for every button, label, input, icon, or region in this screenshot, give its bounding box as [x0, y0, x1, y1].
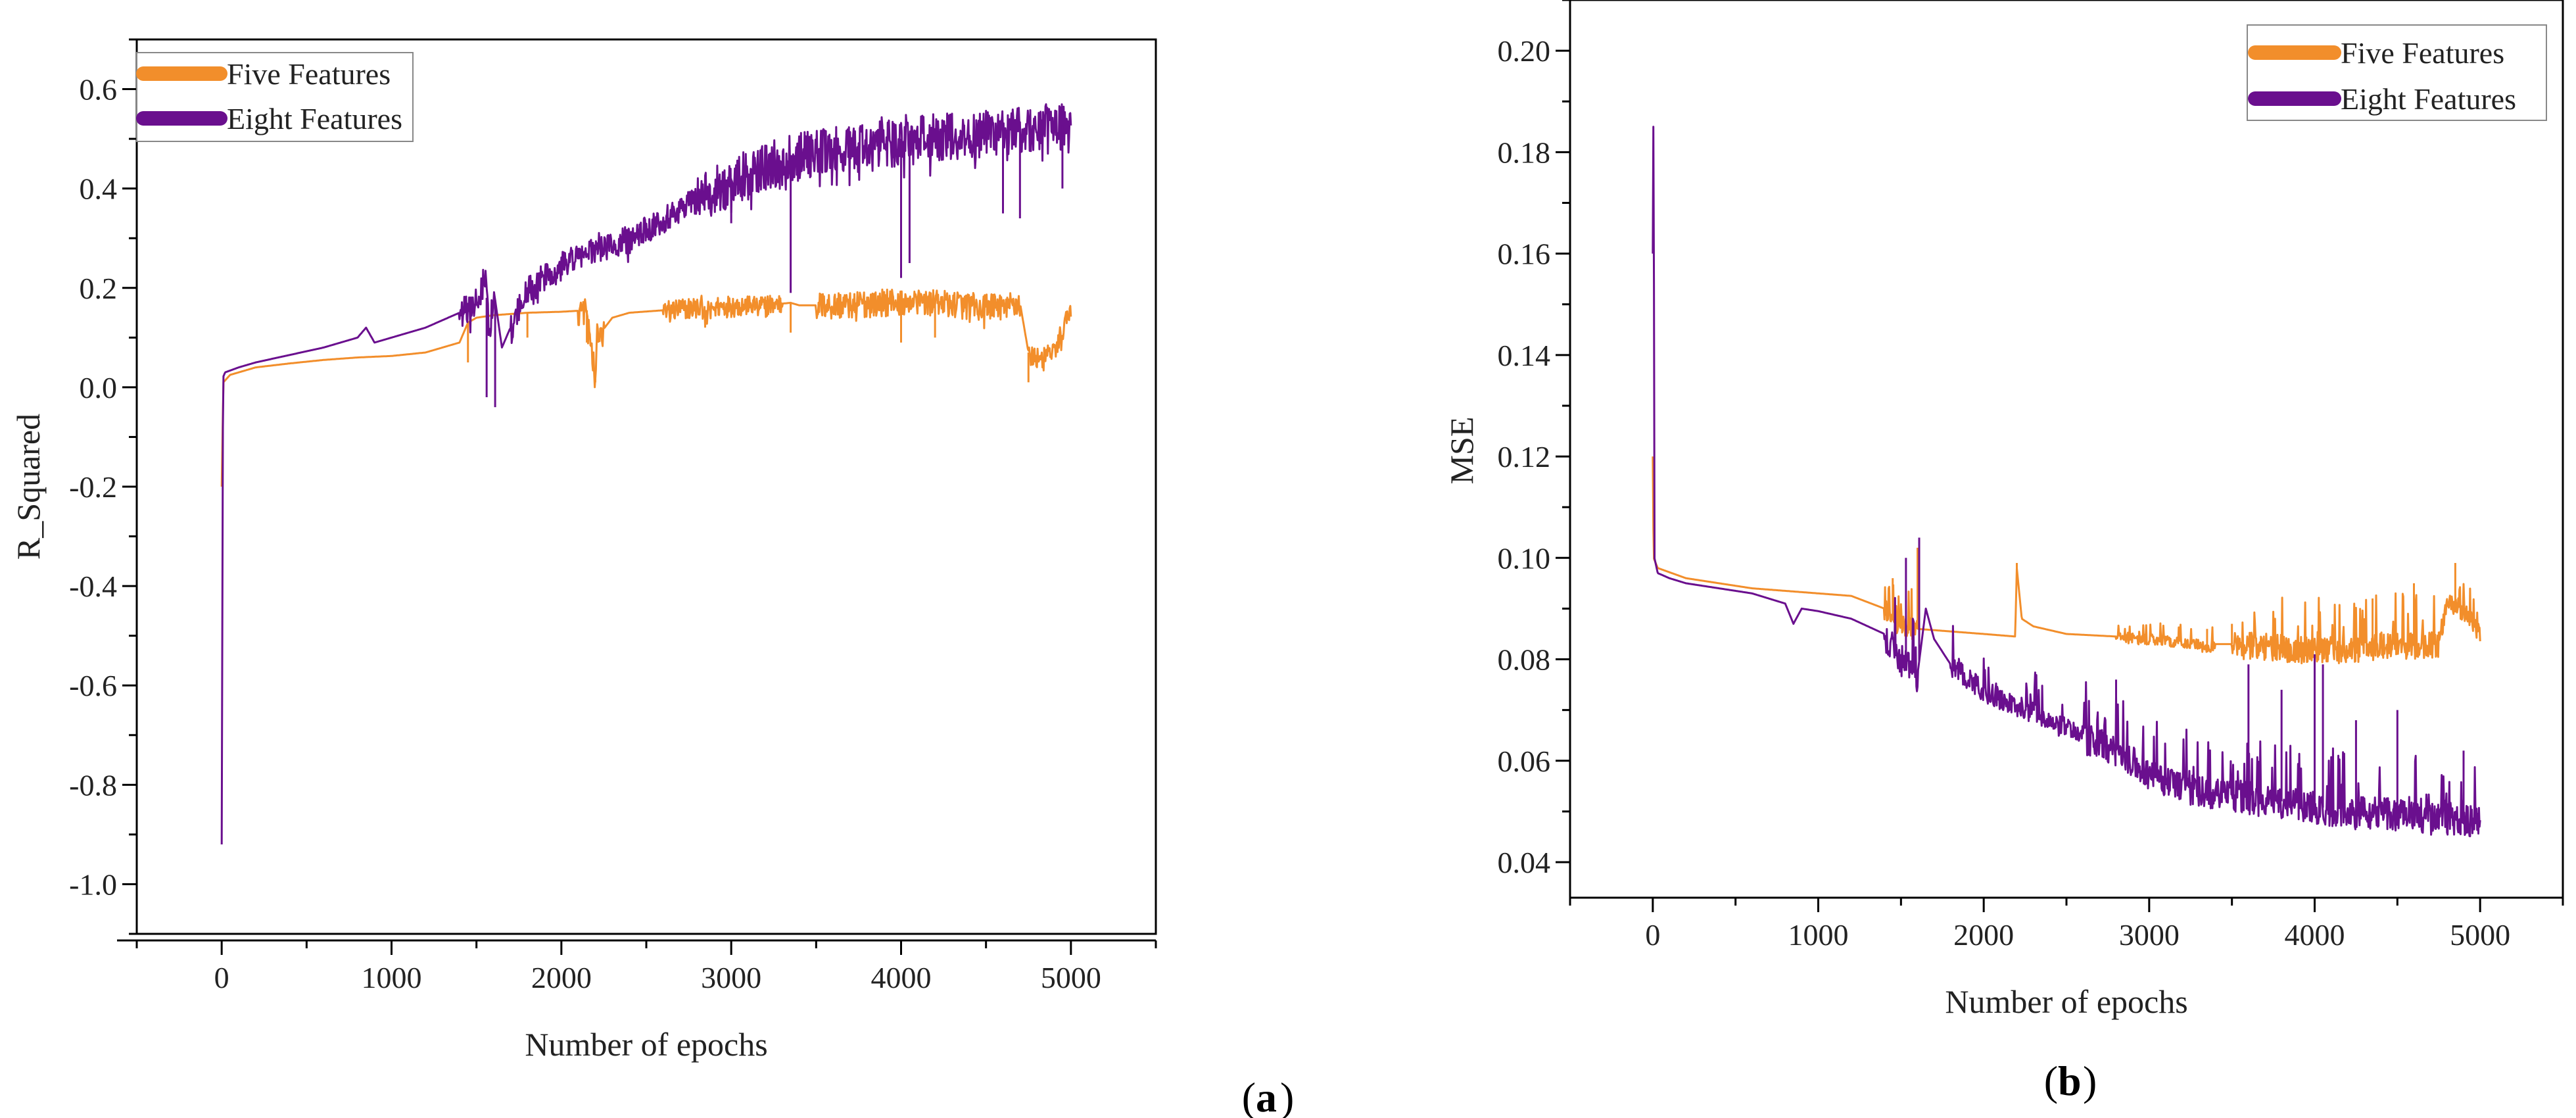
y-tick-label-a: -0.4	[69, 570, 117, 603]
y-tick-label-a: -0.6	[69, 669, 117, 702]
x-axis-title-a: Number of epochs	[525, 1026, 767, 1063]
y-tick-label-b: 0.12	[1498, 440, 1551, 474]
y-tick-label-b: 0.06	[1498, 744, 1551, 778]
legend-label-five-b: Five Features	[2341, 36, 2504, 70]
legend-b: Five Features Eight Features	[2247, 24, 2547, 121]
legend-a: Five Features Eight Features	[136, 52, 414, 142]
y-tick-label-a: -1.0	[69, 867, 117, 901]
series-line-eight-features-b	[1652, 126, 2481, 838]
y-tick-label-b: 0.18	[1498, 135, 1551, 169]
x-tick-label-a: 5000	[1041, 961, 1101, 994]
y-tick-label-b: 0.08	[1498, 643, 1551, 677]
x-tick-label-a: 0	[214, 961, 229, 994]
panel-label-a: ( a )	[1242, 1074, 1295, 1118]
y-tick-label-a: 0.2	[80, 272, 118, 305]
x-axis-title-b: Number of epochs	[1945, 983, 2187, 1020]
series-line-eight-features-a	[220, 103, 1072, 845]
y-tick-label-a: -0.8	[69, 768, 117, 802]
x-tick-label-b: 3000	[2119, 918, 2180, 952]
x-tick-label-b: 2000	[1953, 918, 2014, 952]
series-line-five-features-a	[220, 288, 1072, 487]
y-tick-label-a: -0.2	[69, 470, 117, 504]
x-tick-label-a: 3000	[701, 961, 761, 994]
panel-label-a-open: (	[1242, 1074, 1256, 1118]
legend-label-eight-a: Eight Features	[227, 102, 402, 135]
series-b	[1652, 126, 2481, 838]
panel-label-b-close: )	[2083, 1057, 2097, 1104]
panel-label-a-close: )	[1280, 1074, 1294, 1118]
chart-panel-a: 0 1000 2000 3000 4000 5000 -1.0 -0.8 -0.6 -0.4 -0.…	[10, 38, 1295, 1118]
legend-label-eight-b: Eight Features	[2341, 82, 2516, 116]
panel-label-b-open: (	[2044, 1057, 2058, 1104]
y-tick-label-b: 0.14	[1498, 339, 1551, 372]
y-tick-label-b: 0.16	[1498, 237, 1551, 271]
x-tick-label-a: 2000	[531, 961, 592, 994]
plot-frame-b	[1569, 0, 2564, 899]
y-axis-title-b: MSE	[1443, 417, 1480, 485]
y-tick-label-b: 0.10	[1498, 541, 1551, 575]
y-tick-label-a: 0.6	[80, 73, 118, 107]
x-tick-label-a: 1000	[362, 961, 422, 994]
legend-label-five-a: Five Features	[227, 57, 391, 91]
x-tick-label-b: 4000	[2285, 918, 2345, 952]
y-tick-label-a: 0.4	[80, 172, 118, 206]
x-tick-label-b: 5000	[2450, 918, 2510, 952]
panel-label-b-letter: b	[2058, 1057, 2082, 1104]
x-tick-label-a: 4000	[871, 961, 932, 994]
panel-label-a-letter: a	[1256, 1074, 1277, 1118]
series-a	[220, 103, 1072, 845]
x-tick-label-b: 1000	[1788, 918, 1849, 952]
series-line-five-features-b	[1652, 456, 2481, 665]
ticks-a: 0 1000 2000 3000 4000 5000 -1.0 -0.8 -0.6 -0.4 -0.…	[69, 38, 1157, 994]
panel-label-b: ( b )	[2044, 1057, 2097, 1104]
x-tick-label-b: 0	[1645, 918, 1660, 952]
y-tick-label-b: 0.20	[1498, 34, 1551, 68]
chart-panel-b: 0 1000 2000 3000 4000 5000 0.04 0.06 0.08 0.10 0.1…	[1443, 0, 2564, 1104]
y-tick-label-a: 0.0	[80, 371, 118, 404]
ticks-b: 0 1000 2000 3000 4000 5000 0.04 0.06 0.08 0.10 0.1…	[1498, 0, 2564, 952]
y-axis-title-a: R_Squared	[10, 414, 47, 560]
y-tick-label-b: 0.04	[1498, 846, 1551, 879]
